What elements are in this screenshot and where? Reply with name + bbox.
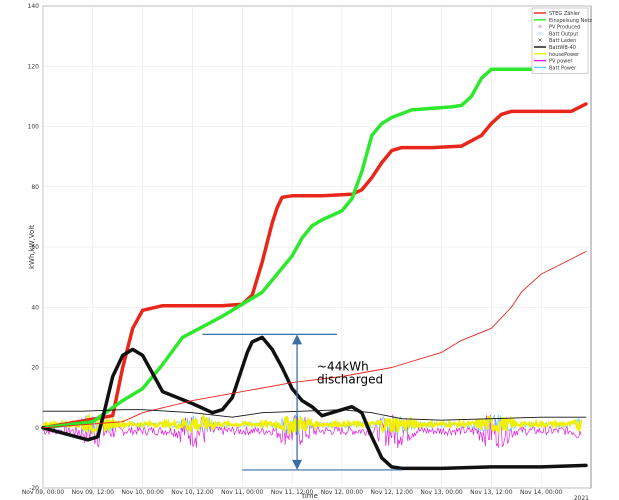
series-line bbox=[42, 409, 587, 421]
y-tick-label: 60 bbox=[31, 244, 39, 251]
y-axis-label: kWh,kW,Volt bbox=[28, 225, 36, 269]
x-ticks: Nov 09, 00:00 Nov 09, 12:00 Nov 10, 00:00 N… bbox=[22, 489, 589, 500]
legend-label: PV Produced bbox=[549, 25, 580, 31]
y-ticks: -20 0 20 40 60 80 100 120 140 bbox=[28, 3, 40, 492]
legend-label: PV power bbox=[549, 59, 573, 65]
x-tick-label: Nov 09, 00:00 bbox=[22, 489, 65, 496]
series-line bbox=[41, 102, 588, 430]
x-tick-label: Nov 11, 00:00 bbox=[221, 489, 264, 496]
legend-marker: × bbox=[537, 30, 542, 37]
legend-label: STEG Zähler bbox=[549, 11, 581, 17]
annotation-arrow-head-up bbox=[292, 334, 303, 345]
series-line bbox=[41, 335, 588, 471]
legend-box bbox=[531, 7, 589, 74]
series-line bbox=[42, 251, 587, 429]
y-tick-label: 100 bbox=[28, 124, 40, 131]
y-tick-label: 20 bbox=[31, 365, 39, 372]
x-tick-label: Nov 11, 12:00 bbox=[271, 489, 314, 496]
legend-label: Batt Output bbox=[549, 31, 578, 37]
y-tick-label: 40 bbox=[31, 304, 39, 311]
y-tick-label: -20 bbox=[29, 485, 39, 492]
series-lines bbox=[41, 66, 588, 471]
series-line bbox=[41, 66, 588, 430]
legend-marker: × bbox=[537, 24, 542, 31]
y-tick-label: 0 bbox=[35, 425, 39, 432]
noise-trace bbox=[42, 412, 583, 437]
legend-label: Batt Power bbox=[549, 65, 577, 71]
x-tick-label: Nov 10, 12:00 bbox=[171, 489, 214, 496]
y-tick-label: 140 bbox=[28, 3, 40, 10]
x-axis-label: time bbox=[302, 492, 318, 500]
x-tick-label: Nov 09, 12:00 bbox=[72, 489, 115, 496]
x-tick-label: Nov 14, 00:00 bbox=[520, 489, 563, 496]
legend-label: Einspeisung Netz bbox=[549, 18, 592, 24]
y-tick-label: 80 bbox=[31, 184, 39, 191]
legend-label: housePower bbox=[549, 52, 580, 58]
legend-marker: × bbox=[537, 37, 542, 44]
annotation-arrow-head-down bbox=[292, 459, 303, 470]
x-tick-label: Nov 12, 12:00 bbox=[371, 489, 414, 496]
x-tick-year: 2021 bbox=[574, 495, 589, 500]
x-tick-label: Nov 13, 12:00 bbox=[470, 489, 513, 496]
legend-label: BattWB-40 bbox=[549, 45, 576, 51]
x-tick-label: Nov 12, 00:00 bbox=[321, 489, 364, 496]
x-tick-label: Nov 13, 00:00 bbox=[420, 489, 463, 496]
legend-label: Batt Laden bbox=[549, 38, 576, 44]
annotation-text: ~44kWh bbox=[317, 360, 369, 374]
annotation-text: discharged bbox=[317, 373, 383, 387]
x-tick-label: Nov 10, 00:00 bbox=[121, 489, 164, 496]
grid bbox=[42, 5, 591, 489]
y-tick-label: 120 bbox=[28, 63, 40, 70]
